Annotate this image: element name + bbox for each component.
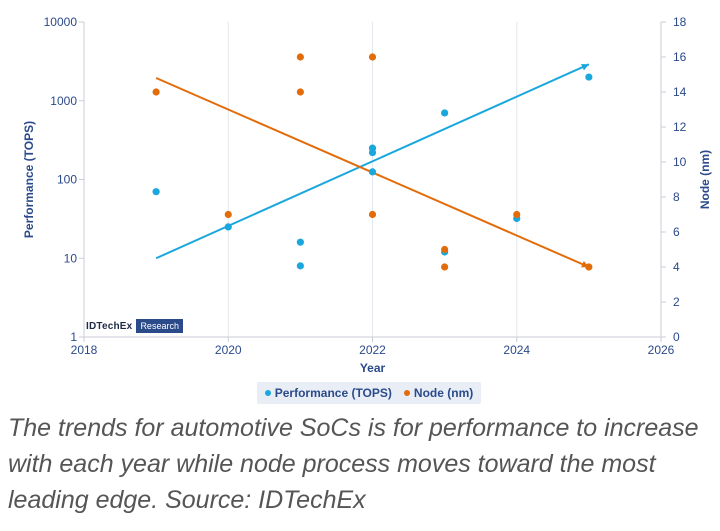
x-tick-label-2: 2022 — [359, 343, 386, 357]
legend-label-performance: Performance (TOPS) — [274, 386, 392, 400]
x-tick-label-3: 2024 — [503, 343, 530, 357]
y-right-tick-label-0: 0 — [673, 330, 680, 344]
y-right-tick-label-1: 2 — [673, 295, 680, 309]
performance-point-0 — [152, 188, 160, 196]
y-right-tick-label-6: 12 — [673, 120, 687, 134]
performance-point-6 — [368, 168, 377, 176]
y-right-tick-label-8: 16 — [673, 50, 687, 64]
idtechex-logo: IDTechEx Research — [86, 319, 183, 333]
x-axis-title: Year — [360, 361, 386, 375]
y-left-tick-label-3: 1000 — [50, 94, 77, 108]
node-point-1 — [224, 210, 232, 219]
y-right-tick-label-2: 4 — [673, 260, 680, 274]
data-points[interactable] — [152, 53, 593, 271]
performance-point-10 — [585, 73, 593, 81]
grid-lines — [83, 22, 662, 337]
tick-labels: 2018 2020 2022 2024 2026 1 10 100 1000 10000 0 2 4 6 8… — [44, 15, 687, 357]
x-tick-label-1: 2020 — [215, 343, 242, 357]
figure-caption: The trends for automotive SoCs is for pe… — [8, 414, 699, 514]
node-point-6 — [441, 245, 449, 254]
node-point-5 — [368, 210, 377, 219]
node-point-3 — [296, 88, 304, 96]
node-point-2 — [296, 53, 304, 61]
node-point-7 — [441, 263, 449, 271]
performance-trendline-arrowhead — [581, 64, 589, 71]
performance-point-5 — [368, 148, 377, 157]
performance-dot-icon — [264, 390, 271, 396]
legend-item-node[interactable]: Node (nm) — [403, 386, 474, 400]
y-left-tick-label-1: 10 — [64, 251, 78, 265]
performance-point-2 — [296, 238, 304, 246]
performance-point-7 — [441, 109, 449, 117]
x-tick-label-4: 2026 — [648, 343, 675, 357]
y-right-tick-label-4: 8 — [673, 190, 680, 204]
y-left-tick-label-0: 1 — [70, 330, 77, 344]
node-point-9 — [585, 263, 593, 271]
node-point-4 — [368, 53, 377, 61]
y-left-tick-label-4: 10000 — [44, 15, 78, 29]
logo-name: IDTechEx — [86, 320, 133, 332]
node-point-8 — [513, 210, 521, 219]
node-dot-icon — [403, 390, 410, 396]
y-right-axis-title: Node (nm) — [698, 150, 712, 209]
y-left-tick-label-2: 100 — [57, 173, 77, 187]
y-right-tick-label-9: 18 — [673, 15, 687, 29]
performance-point-3 — [296, 262, 304, 270]
chart-legend: Performance (TOPS) Node (nm) — [257, 382, 481, 404]
legend-label-node: Node (nm) — [413, 386, 474, 400]
performance-point-1 — [224, 223, 232, 231]
legend-item-performance[interactable]: Performance (TOPS) — [264, 386, 392, 400]
x-tick-label-0: 2018 — [71, 343, 98, 357]
chart: 2018 2020 2022 2024 2026 1 10 100 1000 10000 0 2 4 6 8… — [22, 15, 712, 375]
node-point-0 — [152, 88, 160, 96]
y-right-tick-label-7: 14 — [673, 85, 687, 99]
y-left-axis-title: Performance (TOPS) — [22, 121, 36, 238]
y-right-tick-label-5: 10 — [673, 155, 687, 169]
axes — [79, 21, 666, 342]
y-right-tick-label-3: 6 — [673, 225, 680, 239]
logo-tag: Research — [136, 319, 183, 333]
